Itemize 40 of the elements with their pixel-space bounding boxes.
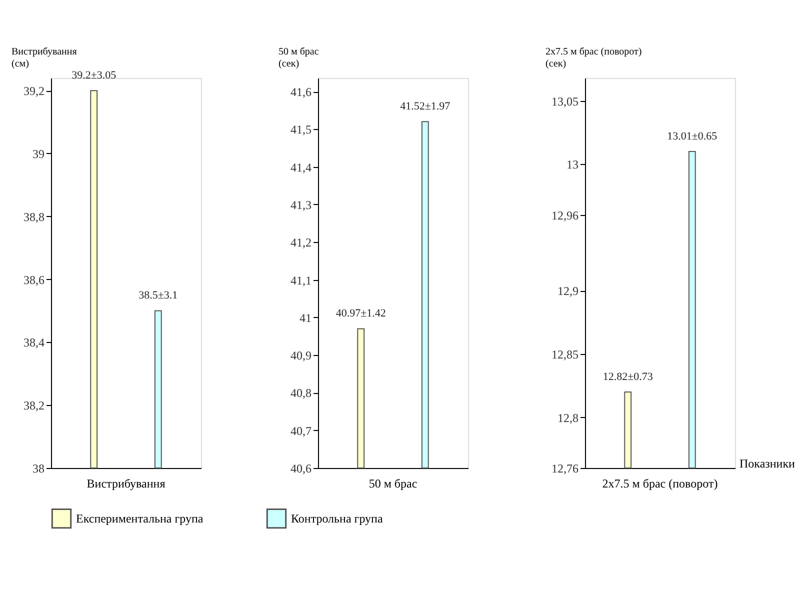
y-tick-label: 12,76 <box>552 462 578 476</box>
y-tick-label: 12,96 <box>552 208 578 222</box>
y-tick-label: 13 <box>566 158 578 172</box>
data-label: 39.2±3.05 <box>72 70 117 82</box>
y-tick-label: 13,05 <box>552 94 578 108</box>
x-tick-label: Вистрибування <box>86 476 166 490</box>
y-tick-label: 12,9 <box>558 284 578 298</box>
y-tick-label: 41,2 <box>290 236 312 250</box>
x-axis-title: Показники <box>740 456 796 470</box>
y-tick-label: 12,8 <box>558 410 578 425</box>
y-tick-label: 41,5 <box>290 122 312 137</box>
y-tick-label: 38 <box>32 462 44 476</box>
y-tick-label: 41,1 <box>290 273 312 288</box>
y-tick-label: 41,4 <box>290 160 312 174</box>
data-label: 13.01±0.65 <box>667 130 718 142</box>
data-label: 41.52±1.97 <box>400 100 451 113</box>
y-tick-label: 12,85 <box>552 348 578 362</box>
data-label: 38.5±3.1 <box>138 290 178 302</box>
y-tick-label: 38,4 <box>24 336 44 350</box>
y-axis-title: 50 м брас (сек) <box>278 46 320 70</box>
legend-label: Контрольна група <box>291 512 384 526</box>
y-axis-title: 2х7.5 м брас (поворот) (сек) <box>546 46 642 70</box>
y-tick-label: 40,7 <box>290 424 312 438</box>
y-tick-label: 38,8 <box>24 210 44 224</box>
y-tick-label: 40,6 <box>290 462 312 476</box>
y-tick-label: 39,2 <box>24 84 44 98</box>
data-label: 40.97±1.42 <box>336 308 386 320</box>
y-tick-label: 41 <box>300 310 312 325</box>
y-tick-label: 41,6 <box>290 85 312 100</box>
x-tick-label: 50 м брас <box>368 476 418 490</box>
y-tick-label: 40,9 <box>290 348 312 363</box>
y-tick-label: 40,8 <box>290 386 312 400</box>
y-tick-label: 41,3 <box>290 198 312 212</box>
data-label: 12.82±0.73 <box>602 371 654 384</box>
x-tick-label: 2х7.5 м брас (поворот) <box>602 476 718 490</box>
y-tick-label: 38,6 <box>24 272 44 287</box>
legend-label: Експериментальна група <box>76 512 204 526</box>
y-tick-label: 38,2 <box>24 398 44 413</box>
y-axis-title: Вистрибування (см) <box>12 46 78 70</box>
y-tick-label: 39 <box>32 146 44 161</box>
